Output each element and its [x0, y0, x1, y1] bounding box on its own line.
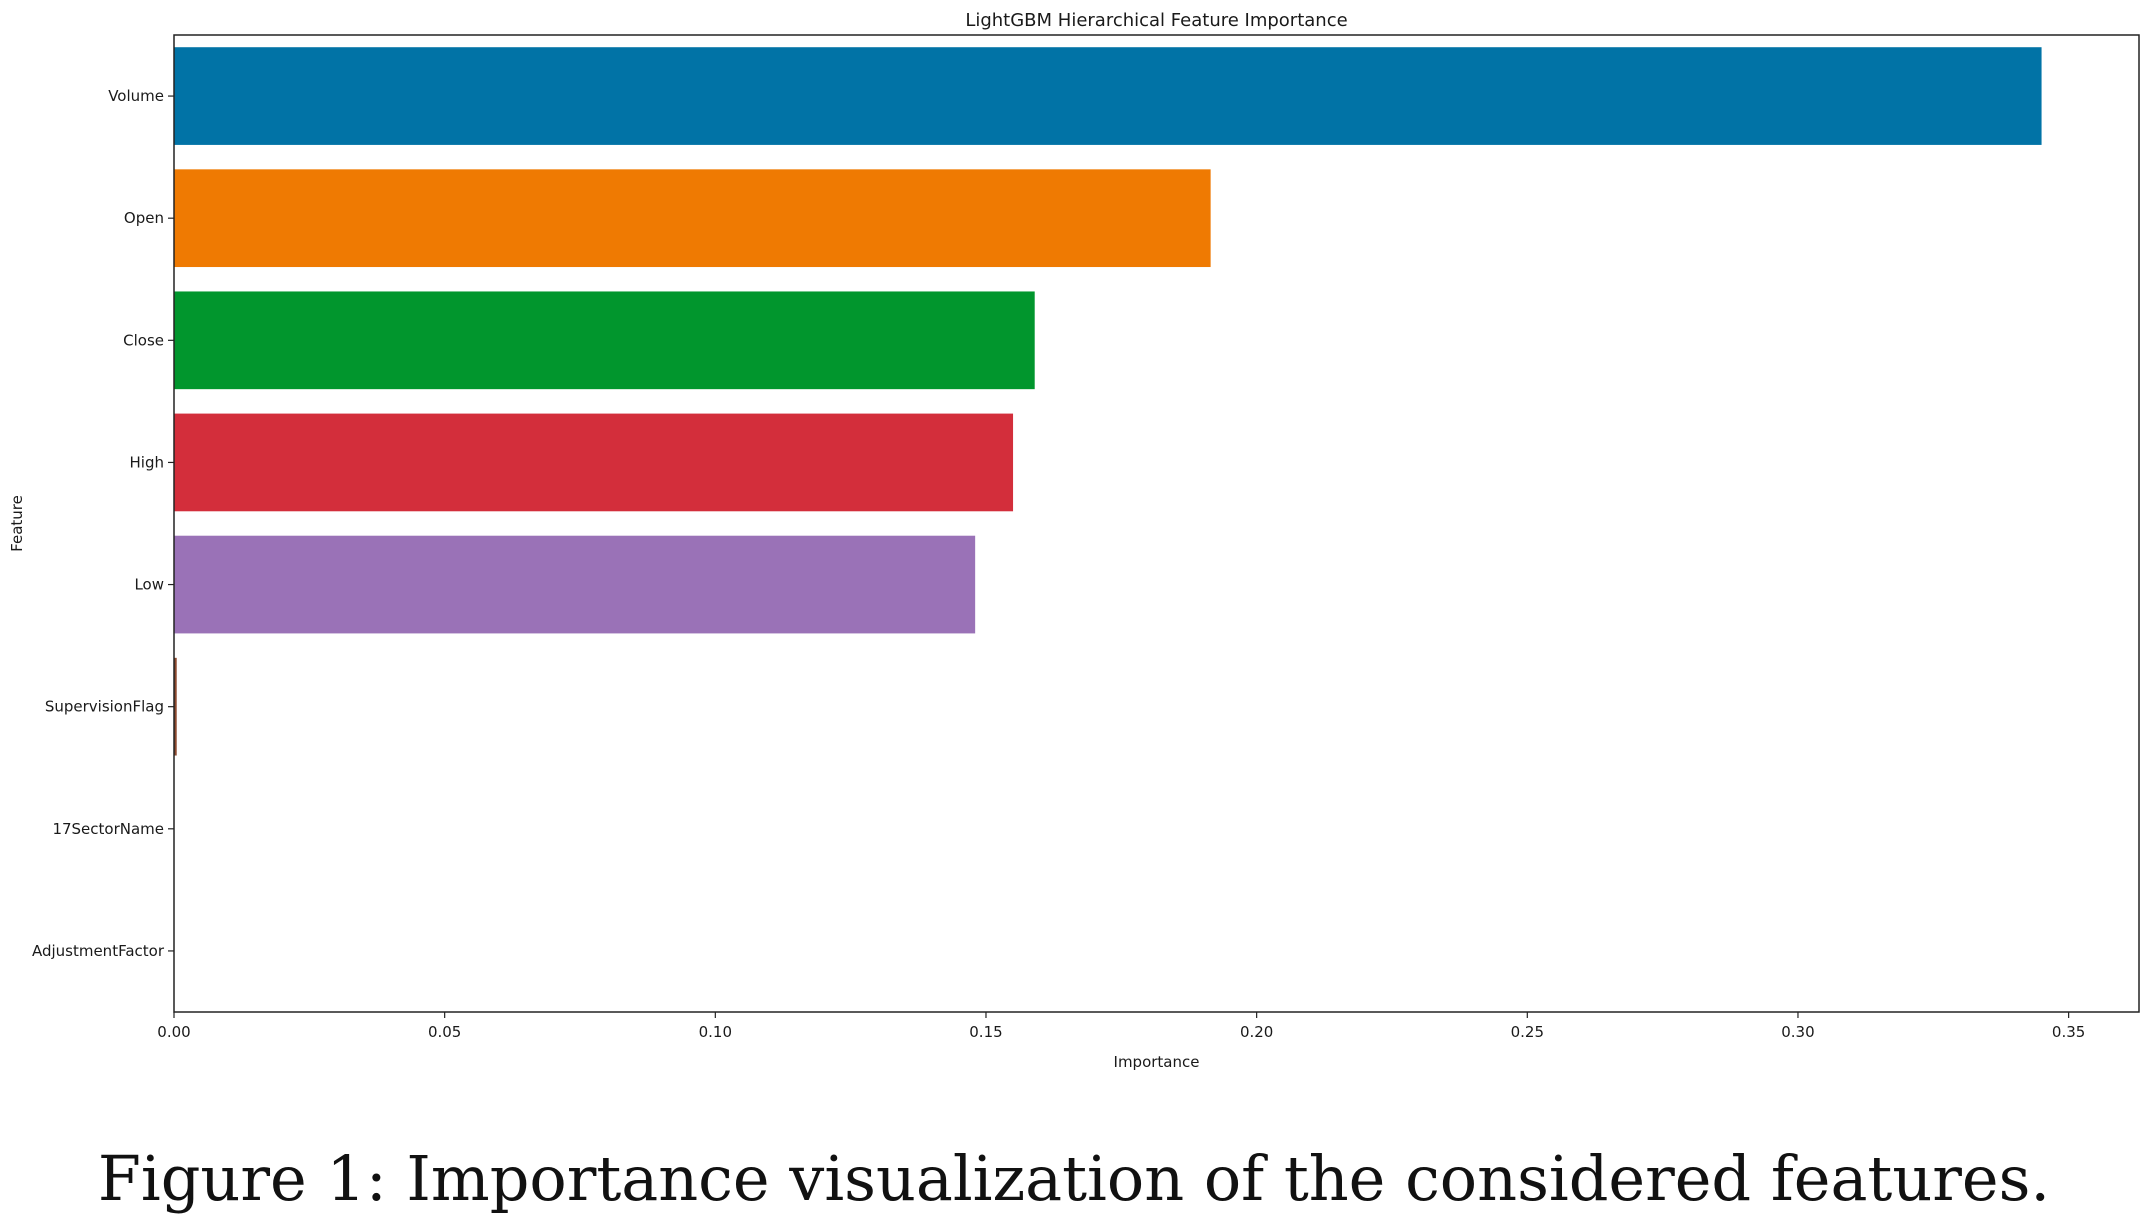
figure-caption: Figure 1: Importance visualization of th… [97, 1142, 2051, 1215]
x-tick-label: 0.05 [428, 1023, 461, 1041]
chart-title: LightGBM Hierarchical Feature Importance [965, 10, 1347, 31]
y-tick-label: Volume [108, 87, 164, 105]
y-tick-label: Close [123, 331, 164, 349]
bar-close [174, 291, 1035, 390]
y-axis: Volume Open Close High Low SupervisionFlag 17S… [32, 87, 174, 960]
x-tick-label: 0.15 [969, 1023, 1002, 1041]
bar-supervisionflag [174, 657, 177, 756]
x-tick-label: 0.10 [699, 1023, 732, 1041]
y-tick-label: Low [134, 576, 164, 594]
bar-volume [174, 47, 2042, 145]
bars-layer [174, 47, 2042, 756]
y-tick-label: 17SectorName [52, 820, 164, 838]
x-tick-label: 0.35 [2052, 1023, 2085, 1041]
x-tick-label: 0.20 [1240, 1023, 1273, 1041]
x-tick-label: 0.30 [1781, 1023, 1814, 1041]
bar-open [174, 169, 1211, 268]
plot-frame [173, 34, 2140, 1013]
bar-low [174, 535, 976, 634]
y-tick-label: SupervisionFlag [45, 698, 164, 716]
x-tick-label: 0.25 [1511, 1023, 1544, 1041]
x-axis-label: Importance [1114, 1053, 1200, 1071]
bar-high [174, 413, 1014, 512]
x-axis: 0.00 0.05 0.10 0.15 0.20 0.25 0.30 0.35 [157, 1012, 2085, 1041]
x-tick-label: 0.00 [157, 1023, 190, 1041]
feature-importance-chart: Volume Open Close High Low SupervisionFlag 17S… [8, 10, 2140, 1071]
y-tick-label: AdjustmentFactor [32, 942, 165, 960]
y-tick-label: Open [124, 209, 164, 227]
y-axis-label: Feature [8, 495, 26, 552]
y-tick-label: High [130, 453, 164, 471]
